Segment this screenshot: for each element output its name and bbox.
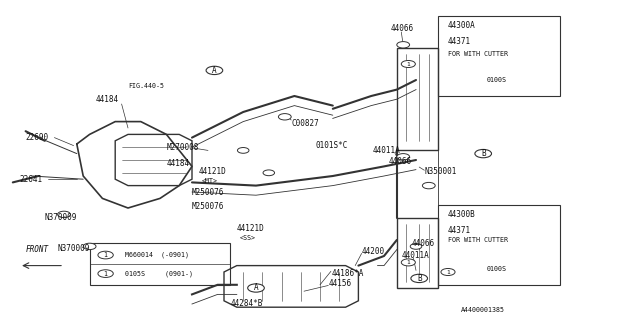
- Bar: [438, 16, 560, 96]
- Text: N370009: N370009: [58, 244, 90, 252]
- Text: B: B: [417, 274, 422, 283]
- Text: M250076: M250076: [192, 188, 225, 196]
- Text: 1: 1: [104, 252, 108, 258]
- Text: 44186*A: 44186*A: [332, 269, 364, 278]
- Text: N350001: N350001: [425, 167, 458, 176]
- Text: 44284*B: 44284*B: [230, 299, 263, 308]
- Text: 44371: 44371: [448, 37, 471, 46]
- Circle shape: [278, 114, 291, 120]
- Text: 44066: 44066: [412, 239, 435, 248]
- Text: FOR WITH CUTTER: FOR WITH CUTTER: [448, 237, 508, 243]
- Circle shape: [98, 270, 113, 277]
- Text: 44066: 44066: [390, 24, 413, 33]
- Text: M660014  (-0901): M660014 (-0901): [125, 252, 189, 258]
- Text: 1: 1: [104, 271, 108, 276]
- Text: M250076: M250076: [192, 202, 225, 211]
- Circle shape: [263, 170, 275, 176]
- Text: A: A: [212, 66, 217, 75]
- Text: 0105S     (0901-): 0105S (0901-): [125, 270, 193, 277]
- Text: FRONT: FRONT: [26, 245, 49, 254]
- Text: 44300A: 44300A: [448, 21, 476, 30]
- Text: 44011A: 44011A: [402, 252, 429, 260]
- Text: 44184: 44184: [96, 95, 119, 104]
- Circle shape: [475, 149, 492, 158]
- Text: A: A: [253, 284, 259, 292]
- Bar: [438, 205, 560, 285]
- Circle shape: [237, 148, 249, 153]
- Circle shape: [401, 259, 415, 266]
- Circle shape: [397, 42, 410, 48]
- Circle shape: [397, 154, 410, 160]
- Text: 0101S*C: 0101S*C: [316, 141, 348, 150]
- Bar: [397, 48, 438, 150]
- Circle shape: [206, 66, 223, 75]
- Circle shape: [410, 244, 422, 249]
- Text: 1: 1: [406, 61, 410, 67]
- Text: 44200: 44200: [362, 247, 385, 256]
- Text: 44156: 44156: [328, 279, 351, 288]
- Text: 44184: 44184: [166, 159, 189, 168]
- Text: 1: 1: [406, 260, 410, 265]
- Text: C00827: C00827: [291, 119, 319, 128]
- Text: 0100S: 0100S: [486, 77, 506, 83]
- Text: 22690: 22690: [26, 133, 49, 142]
- Circle shape: [441, 268, 455, 276]
- Bar: [90, 243, 230, 285]
- Text: 44121D: 44121D: [198, 167, 226, 176]
- Text: 44300B: 44300B: [448, 210, 476, 219]
- Text: <SS>: <SS>: [240, 236, 256, 241]
- Text: B: B: [481, 149, 486, 158]
- Circle shape: [401, 60, 415, 68]
- Text: FIG.440-5: FIG.440-5: [128, 84, 164, 89]
- Text: 0100S: 0100S: [486, 266, 506, 272]
- Circle shape: [83, 243, 96, 250]
- Text: 44121D: 44121D: [237, 224, 264, 233]
- Circle shape: [58, 211, 70, 218]
- Circle shape: [411, 274, 428, 283]
- Text: 22641: 22641: [19, 175, 42, 184]
- Circle shape: [98, 251, 113, 259]
- Text: 44066: 44066: [389, 157, 412, 166]
- Text: FOR WITH CUTTER: FOR WITH CUTTER: [448, 52, 508, 57]
- Circle shape: [422, 182, 435, 189]
- Text: 44371: 44371: [448, 226, 471, 235]
- Circle shape: [248, 284, 264, 292]
- Text: <MT>: <MT>: [202, 178, 218, 184]
- Text: N370009: N370009: [45, 213, 77, 222]
- Text: 1: 1: [446, 269, 450, 275]
- Text: 44011A: 44011A: [373, 146, 401, 155]
- Text: M270008: M270008: [166, 143, 199, 152]
- Bar: [397, 218, 438, 288]
- Text: A4400001385: A4400001385: [461, 308, 505, 313]
